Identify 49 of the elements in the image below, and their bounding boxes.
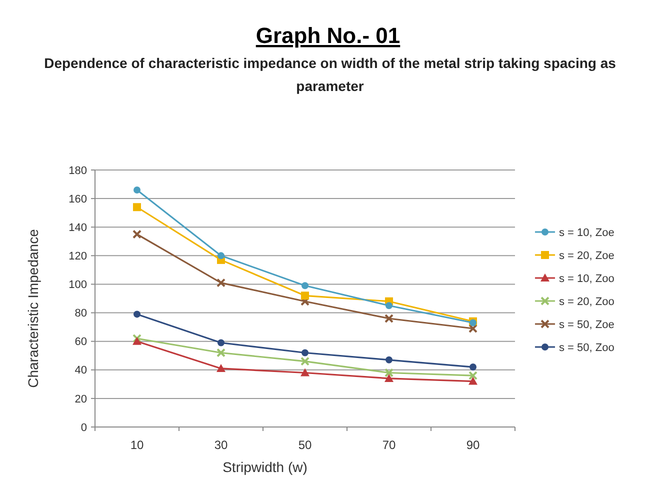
point: [218, 252, 224, 260]
y-tick-label: 160: [68, 193, 87, 206]
chart-title: Graph No.- 01: [256, 23, 400, 48]
point: [132, 336, 142, 345]
point: [468, 371, 478, 380]
point: [302, 349, 308, 356]
chart-subtitle: Dependence of characteristic impedance on width of the metal strip taking spacing as parameter: [43, 54, 617, 96]
y-tick-label: 80: [74, 308, 87, 320]
point: [386, 356, 392, 364]
point: [384, 374, 394, 382]
point: [132, 334, 142, 343]
legend-label: s = 50, Zoo: [559, 342, 614, 354]
legend-label: s = 20, Zoo: [559, 296, 614, 308]
point: [384, 314, 394, 323]
point: [302, 282, 308, 290]
x-tick-label: 10: [130, 438, 144, 452]
y-tick-label: 100: [68, 279, 87, 292]
y-tick-label: 120: [68, 250, 87, 263]
y-tick-label: 180: [68, 164, 87, 177]
point: [218, 339, 224, 346]
x-tick-label: 70: [382, 438, 396, 452]
x-tick-label: 90: [466, 438, 480, 452]
y-tick-label: 140: [68, 222, 87, 234]
point: [133, 203, 141, 212]
y-tick-label: 40: [74, 364, 87, 377]
point: [134, 186, 140, 194]
point: [300, 368, 310, 376]
point: [384, 368, 394, 378]
point: [301, 292, 309, 300]
y-tick-label: 20: [74, 393, 87, 406]
legend-label: s = 10, Zoo: [559, 272, 614, 285]
y-tick-label: 60: [74, 336, 87, 348]
x-tick-label: 30: [214, 438, 228, 452]
point: [132, 230, 142, 239]
point: [468, 376, 478, 385]
point: [216, 278, 226, 288]
x-tick-label: 50: [298, 438, 312, 452]
point: [216, 364, 226, 372]
point: [134, 310, 140, 318]
point: [300, 356, 310, 366]
y-tick-label: 0: [80, 422, 87, 434]
point: [216, 348, 226, 358]
legend-label: s = 50, Zoe: [559, 318, 614, 331]
point: [470, 364, 476, 371]
point: [386, 302, 392, 310]
legend-label: s = 20, Zoe: [559, 250, 614, 262]
x-axis-title: Stripwidth (w): [222, 459, 308, 475]
legend-label: s = 10, Zoe: [559, 226, 614, 239]
y-axis-title: Characteristic Impedance: [25, 228, 41, 388]
